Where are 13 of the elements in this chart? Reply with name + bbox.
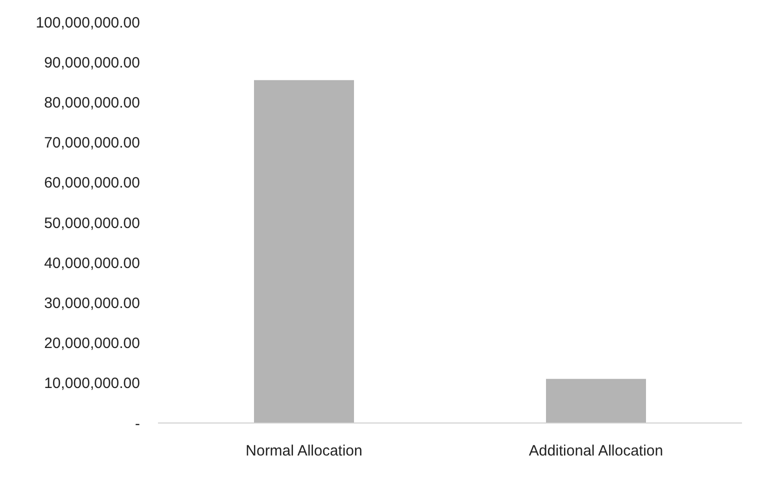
y-tick-label: 30,000,000.00 — [44, 295, 140, 312]
y-tick-label: 70,000,000.00 — [44, 134, 140, 152]
y-tick-label: 10,000,000.00 — [44, 375, 140, 392]
y-tick-label: 80,000,000.00 — [44, 94, 140, 112]
y-tick-label: 20,000,000.00 — [44, 335, 140, 352]
y-tick-label: - — [135, 415, 140, 432]
x-tick-label: Additional Allocation — [528, 442, 664, 460]
y-tick-label: 60,000,000.00 — [44, 174, 140, 192]
y-tick-label: 90,000,000.00 — [44, 54, 140, 72]
y-tick-label: 40,000,000.00 — [44, 254, 140, 272]
x-tick-label: Normal Allocation — [246, 442, 362, 460]
y-tick-label: 50,000,000.00 — [44, 214, 140, 232]
y-tick-label: 100,000,000.00 — [36, 14, 140, 32]
